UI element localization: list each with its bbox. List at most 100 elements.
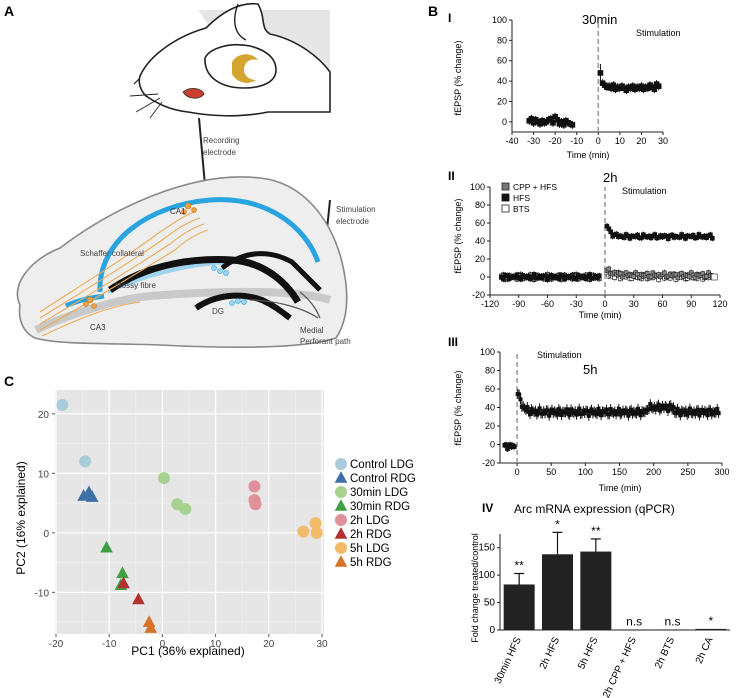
c-data-point	[309, 517, 322, 530]
b-ii-point	[710, 273, 718, 281]
panel-b-letter: B	[428, 3, 438, 19]
b-iv-title: Arc mRNA expression (qPCR)	[514, 502, 675, 516]
b-ii-x-tick-label: 30	[629, 299, 639, 309]
b-iii-x-tick-label: 200	[646, 467, 661, 477]
b-iii-point	[616, 406, 621, 411]
b-iii-xlabel: Time (min)	[599, 483, 642, 493]
b-ii-point	[662, 270, 667, 276]
b-ii-point	[543, 273, 548, 279]
c-xlabel: PC1 (36% explained)	[131, 644, 244, 658]
b-iii-point	[656, 402, 661, 407]
b-i-x-tick-label: -40	[505, 136, 518, 146]
c-data-point	[79, 455, 92, 468]
b-iv-significance-label: n.s	[664, 614, 680, 628]
b-i-y-tick-label: 60	[497, 56, 507, 66]
b-i-y-tick-label: 80	[497, 35, 507, 45]
b-iii-x-tick-label: 100	[578, 467, 593, 477]
b-iv-roman: IV	[482, 501, 493, 515]
c-x-tick-label: 10	[210, 639, 222, 650]
rat-head-illustration	[129, 3, 331, 119]
panel-b-iv: IV Arc mRNA expression (qPCR) Fold chang…	[470, 501, 730, 698]
b-iii-stimulation-label: Stimulation	[537, 350, 582, 360]
b-iv-significance-label: *	[708, 614, 713, 628]
b-ii-legend: CPP + HFS HFS BTS	[501, 182, 557, 214]
b-iv-category-label: 5h HFS	[576, 635, 600, 671]
panel-a: A Recording electrode Stimulation electr…	[4, 3, 376, 349]
b-iv-y-tick-label: 50	[484, 598, 496, 609]
c-legend-label: 2h RDG	[350, 529, 392, 541]
b-ii-x-tick-label: -60	[541, 299, 554, 309]
b-iv-category-label: 2h BTS	[653, 635, 677, 670]
b-iv-y-tick-label: 150	[478, 543, 495, 554]
b-i-point	[550, 120, 556, 126]
c-legend-marker	[334, 499, 348, 511]
legend-swatch-bts	[501, 204, 510, 213]
legend-swatch-hfs	[501, 193, 510, 202]
b-iii-y-tick-label: 80	[485, 366, 495, 376]
b-i-x-tick-label: -30	[527, 136, 540, 146]
c-data-point	[117, 576, 130, 589]
b-iii-point	[671, 405, 676, 410]
b-iv-y-tick-label: 100	[478, 570, 495, 581]
c-legend-label: 2h LDG	[350, 515, 390, 527]
b-ii-point	[556, 276, 562, 282]
b-iv-ylabel: Fold change treated/control	[470, 533, 480, 643]
b-ii-ylabel: fEPSP (% change)	[453, 199, 463, 274]
panel-c: PC1 (36% explained) PC2 (16% explained) …	[14, 390, 416, 658]
b-i-stimulation-label: Stimulation	[636, 28, 681, 38]
schaffer-collateral-label: Schaffer collateral	[80, 249, 144, 258]
ca3-label: CA3	[90, 323, 106, 332]
b-ii-roman: II	[448, 169, 455, 183]
b-ii-title: 2h	[603, 170, 617, 185]
c-legend-marker	[335, 514, 347, 526]
b-ii-point	[501, 276, 506, 282]
panel-a-letter: A	[4, 3, 14, 19]
b-iii-x-tick-label: 300	[714, 467, 729, 477]
b-ii-point	[648, 274, 654, 280]
b-ii-y-tick-label: 40	[475, 236, 485, 246]
c-data-point	[297, 525, 310, 538]
c-data-point	[132, 592, 145, 605]
b-iii-point	[665, 408, 671, 413]
c-data-point	[77, 489, 90, 501]
b-iii-y-tick-label: 0	[490, 440, 495, 450]
c-legend-marker	[335, 486, 347, 498]
b-i-y-tick-label: 40	[497, 76, 507, 86]
b-iv-y-tick-label: 0	[489, 625, 495, 636]
b-ii-point	[710, 235, 715, 241]
b-ii-y-tick-label: 100	[470, 182, 485, 192]
b-iv-bar	[695, 628, 727, 630]
dg-label: DG	[212, 307, 224, 316]
b-iv-bar	[503, 584, 535, 630]
b-i-title: 30min	[582, 12, 617, 27]
b-iv-category-label: 2h CPP + HFS	[601, 635, 639, 698]
b-ii-point	[608, 229, 614, 235]
perforant-path-label-2: Perforant path	[300, 337, 351, 346]
b-i-y-tick-label: 20	[497, 96, 507, 106]
b-iii-y-tick-label: 100	[480, 347, 495, 357]
panel-c-letter: C	[4, 373, 14, 389]
b-iii-x-tick-label: 0	[515, 467, 520, 477]
b-iii-y-tick-label: 40	[485, 403, 495, 413]
b-ii-point	[631, 274, 637, 279]
ca1-label: CA1	[170, 207, 186, 216]
b-i-x-tick-label: 30	[658, 136, 668, 146]
b-i-x-tick-label: 0	[596, 136, 601, 146]
b-i-roman: I	[448, 11, 451, 25]
c-legend-label: 5h RDG	[350, 557, 392, 569]
b-iv-bar	[618, 629, 650, 630]
b-i-x-tick-label: 10	[615, 136, 625, 146]
b-iii-roman: III	[448, 335, 458, 349]
b-iv-significance-label: n.s	[626, 614, 642, 628]
b-iii-title: 5h	[583, 362, 597, 377]
panel-b-ii: II 2h Stimulation Time (min) fEPSP (% ch…	[448, 169, 728, 320]
b-iii-point	[567, 412, 572, 417]
legend-label-hfs: HFS	[513, 193, 530, 203]
b-i-y-tick-label: 100	[492, 15, 507, 25]
b-ii-x-tick-label: -30	[570, 299, 583, 309]
hippocampus-slice-illustration	[16, 176, 348, 349]
b-ii-x-tick-label: 0	[602, 299, 607, 309]
b-ii-y-tick-label: 60	[475, 218, 485, 228]
b-iv-significance-label: *	[555, 517, 560, 531]
